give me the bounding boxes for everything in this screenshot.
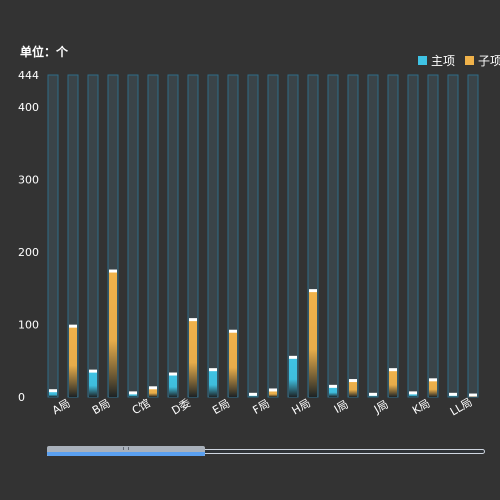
bar-main bbox=[249, 394, 257, 397]
bar-cap bbox=[129, 391, 137, 395]
bar-sub bbox=[429, 380, 437, 397]
x-tick-label: H局 bbox=[290, 397, 313, 418]
y-tick-label: 444 bbox=[18, 69, 39, 82]
data-zoom-grip-icon[interactable] bbox=[122, 447, 129, 450]
legend-label-main: 主项 bbox=[431, 54, 456, 68]
y-tick-label: 0 bbox=[18, 391, 25, 404]
bar-cap bbox=[349, 379, 357, 383]
x-tick-label: LL局 bbox=[448, 396, 475, 419]
legend-item-sub[interactable]: 子项 bbox=[465, 52, 500, 69]
legend-item-main[interactable]: 主项 bbox=[418, 52, 455, 69]
bar-sub bbox=[389, 370, 397, 397]
legend-swatch-sub bbox=[465, 56, 475, 65]
bar-background-frame bbox=[347, 74, 359, 398]
bar-cap bbox=[249, 392, 257, 396]
data-zoom-window[interactable] bbox=[47, 446, 205, 456]
bar-background-frame bbox=[287, 74, 299, 398]
bar-cap bbox=[189, 318, 197, 322]
data-zoom-slider[interactable] bbox=[47, 446, 485, 456]
bar-background-frame bbox=[167, 74, 179, 398]
bar-cap bbox=[289, 355, 297, 359]
bar-sub bbox=[229, 331, 237, 397]
bar-cap bbox=[229, 329, 237, 333]
bar-sub bbox=[349, 381, 357, 397]
bar-background-frame bbox=[267, 74, 279, 398]
bar-background-frame bbox=[247, 74, 259, 398]
bar-cap bbox=[89, 369, 97, 373]
legend-label-sub: 子项 bbox=[478, 54, 500, 68]
bar-cap bbox=[429, 378, 437, 382]
bar-cap bbox=[109, 269, 117, 273]
bar-main bbox=[409, 393, 417, 397]
bar-main bbox=[129, 393, 137, 397]
x-tick-label: C馆 bbox=[129, 396, 152, 417]
legend-swatch-main bbox=[418, 56, 427, 65]
bar-main bbox=[89, 371, 97, 397]
bar-cap bbox=[149, 386, 157, 390]
bar-main bbox=[169, 374, 177, 397]
bar-background-frame bbox=[327, 74, 339, 398]
y-tick-label: 300 bbox=[18, 173, 39, 186]
bar-sub bbox=[109, 271, 117, 397]
x-tick-label: A局 bbox=[50, 397, 73, 418]
bar-sub bbox=[189, 320, 197, 397]
y-tick-label: 400 bbox=[18, 101, 39, 114]
bar-cap bbox=[69, 324, 77, 328]
y-tick-label: 100 bbox=[18, 318, 39, 331]
bar-background-frame bbox=[47, 74, 59, 398]
x-tick-label: F局 bbox=[250, 397, 272, 417]
bar-cap bbox=[329, 384, 337, 388]
bar-cap bbox=[369, 392, 377, 396]
bar-sub bbox=[149, 388, 157, 397]
x-tick-label: D委 bbox=[170, 396, 193, 417]
bar-background-frame bbox=[367, 74, 379, 398]
bar-cap bbox=[449, 392, 457, 396]
bar-background-frame bbox=[127, 74, 139, 398]
bar-main bbox=[449, 394, 457, 397]
bar-background-frame bbox=[207, 74, 219, 398]
bar-cap bbox=[209, 368, 217, 372]
bar-background-frame bbox=[147, 74, 159, 398]
x-tick-label: J局 bbox=[371, 398, 391, 417]
bar-main bbox=[49, 391, 57, 397]
bar-background-frame bbox=[407, 74, 419, 398]
bar-main bbox=[209, 370, 217, 397]
x-tick-label: K局 bbox=[410, 397, 432, 417]
unit-label: 单位：个 bbox=[20, 45, 69, 59]
data-zoom-selected-range bbox=[47, 452, 205, 456]
bar-sub bbox=[309, 291, 317, 397]
bar-cap bbox=[49, 389, 57, 393]
x-tick-label: B局 bbox=[90, 397, 113, 418]
x-tick-label: E局 bbox=[210, 397, 232, 417]
bar-sub bbox=[69, 326, 77, 397]
bar-cap bbox=[269, 388, 277, 392]
bar-cap bbox=[389, 368, 397, 372]
bar-background-frame bbox=[467, 74, 479, 398]
bar-cap bbox=[469, 393, 477, 397]
bar-background-frame bbox=[87, 74, 99, 398]
bar-cap bbox=[309, 289, 317, 293]
bar-sub bbox=[269, 390, 277, 397]
x-tick-label: I局 bbox=[332, 398, 351, 416]
bar-main bbox=[289, 357, 297, 397]
chart-legend: 主项 子项 bbox=[418, 52, 500, 69]
bar-main bbox=[329, 386, 337, 397]
bar-background-frame bbox=[387, 74, 399, 398]
bar-main bbox=[369, 394, 377, 397]
y-tick-label: 200 bbox=[18, 246, 39, 259]
bar-background-frame bbox=[447, 74, 459, 398]
bar-background-frame bbox=[427, 74, 439, 398]
bar-cap bbox=[169, 372, 177, 376]
bar-cap bbox=[409, 391, 417, 395]
